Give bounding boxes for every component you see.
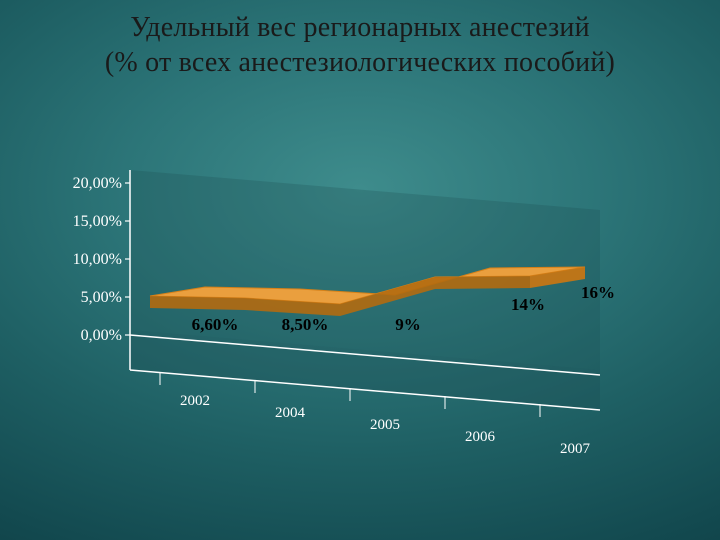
slide-root: Удельный вес регионарных анестезий (% от… (0, 0, 720, 540)
data-label-3: 14% (511, 295, 545, 314)
xtick-4: 2007 (560, 441, 591, 457)
chart-3d-area: 0,00% 5,00% 10,00% 15,00% 20,00% 2002 (60, 170, 660, 470)
xtick-2: 2005 (370, 417, 400, 433)
xtick-1: 2004 (275, 405, 306, 421)
y-ticks: 0,00% 5,00% 10,00% 15,00% 20,00% (73, 175, 130, 344)
ytick-0: 0,00% (81, 327, 122, 344)
xtick-3: 2006 (465, 429, 496, 445)
ytick-4: 20,00% (73, 175, 122, 192)
data-label-1: 8,50% (282, 315, 329, 334)
data-label-2: 9% (395, 315, 421, 334)
data-label-4: 16% (581, 283, 615, 302)
ytick-2: 10,00% (73, 251, 122, 268)
title-line-2: (% от всех анестезиологических пособий) (105, 47, 615, 78)
ytick-3: 15,00% (73, 213, 122, 230)
chart-title: Удельный вес регионарных анестезий (% от… (0, 10, 720, 80)
xtick-0: 2002 (180, 393, 210, 409)
chart-svg: 0,00% 5,00% 10,00% 15,00% 20,00% 2002 (60, 170, 660, 470)
ytick-1: 5,00% (81, 289, 122, 306)
data-label-0: 6,60% (192, 315, 239, 334)
title-line-1: Удельный вес регионарных анестезий (130, 12, 590, 43)
